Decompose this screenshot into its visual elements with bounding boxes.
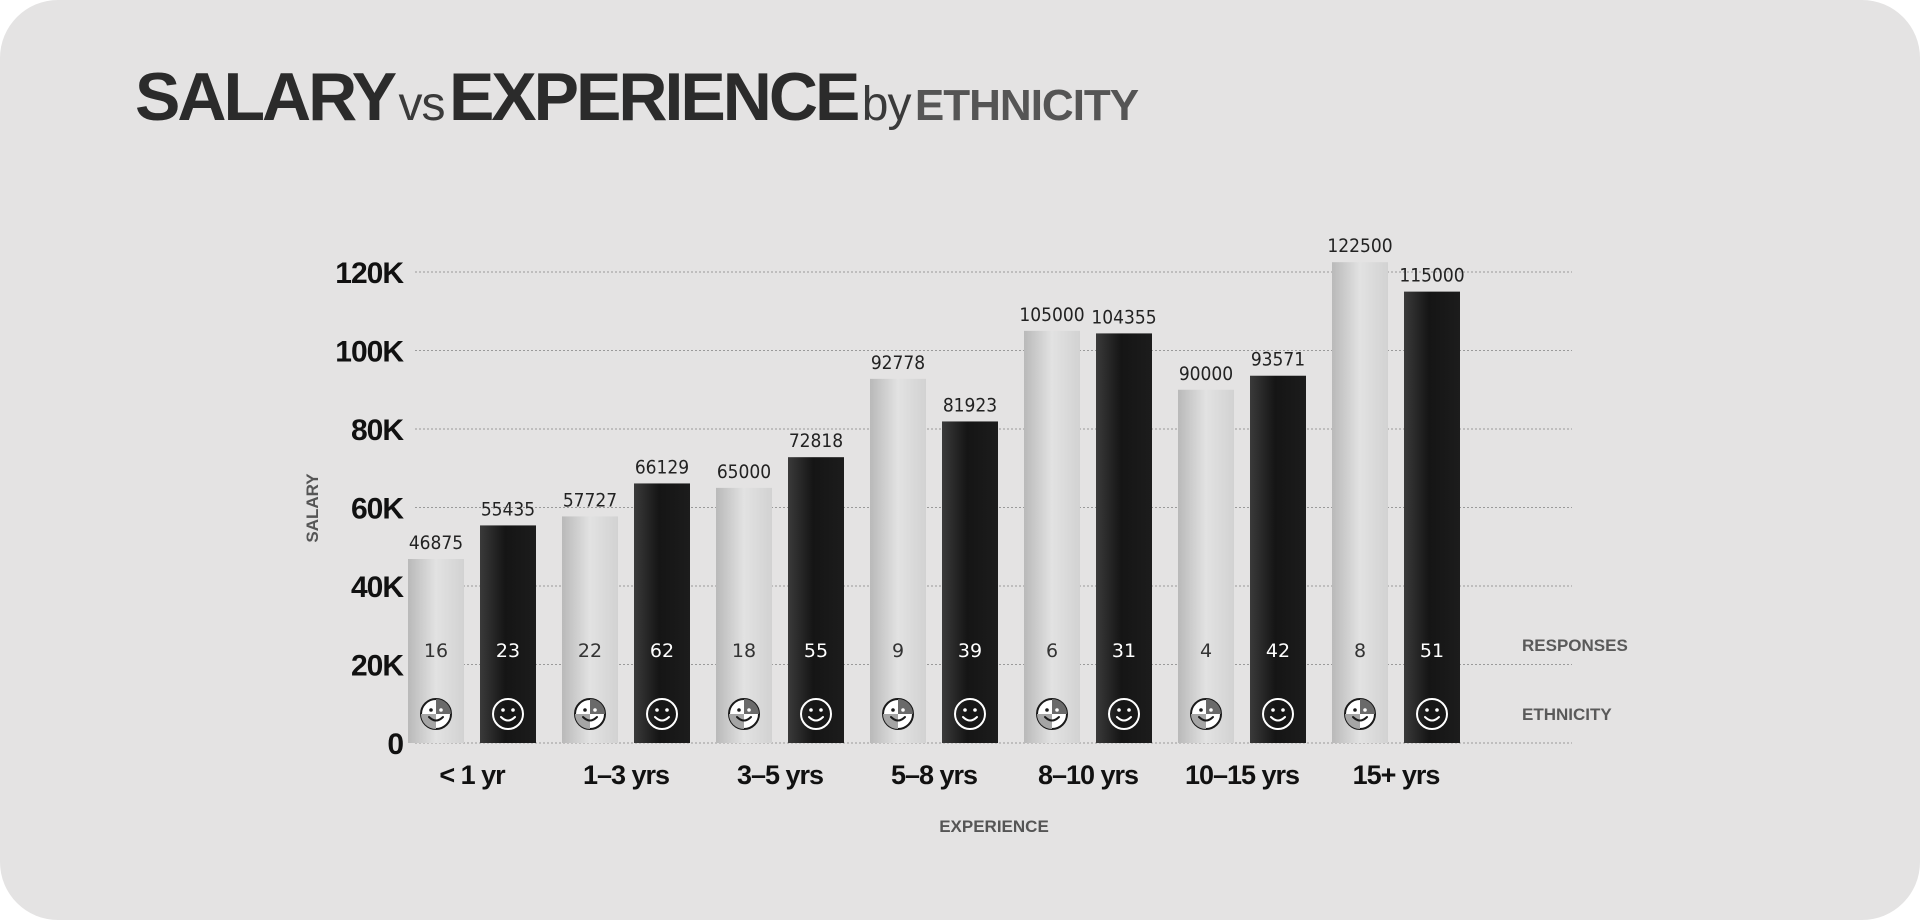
- bar-value-label: 81923: [943, 394, 997, 416]
- x-tick-label: 5–8 yrs: [891, 760, 977, 790]
- y-tick-label: 0: [387, 728, 403, 761]
- response-count-label: 4: [1200, 640, 1212, 662]
- y-tick-label: 40K: [351, 571, 404, 604]
- response-count-label: 55: [804, 640, 828, 662]
- half-shaded-smiley-face-icon: [1190, 698, 1222, 730]
- x-axis-ticks: < 1 yr 1–3 yrs 3–5 yrs 5–8 yrs 8–10 yrs 10–15…: [439, 760, 1440, 790]
- half-shaded-smiley-face-icon: [882, 698, 914, 730]
- smiley-face-icon: [800, 698, 832, 730]
- bar-value-label: 115000: [1399, 265, 1464, 287]
- bar-dark-series: [480, 525, 536, 743]
- bar-value-label: 104355: [1091, 306, 1156, 328]
- chart-title: SALARY vs EXPERIENCE by ETHNICITY: [135, 58, 1139, 136]
- response-count-label: 18: [732, 640, 756, 662]
- bar-value-label: 66129: [635, 456, 689, 478]
- bar-dark-series: [1404, 291, 1460, 743]
- x-tick-label: 3–5 yrs: [737, 760, 823, 790]
- response-count-label: 42: [1266, 640, 1290, 662]
- bar-value-label: 105000: [1019, 304, 1084, 326]
- half-shaded-smiley-face-icon: [728, 698, 760, 730]
- half-shaded-smiley-face-icon: [420, 698, 452, 730]
- response-count-label: 16: [424, 640, 448, 662]
- response-count-label: 6: [1046, 640, 1058, 662]
- response-count-label: 23: [496, 640, 520, 662]
- bar-light-series: [1178, 389, 1234, 743]
- x-axis-title: EXPERIENCE: [939, 817, 1049, 836]
- smiley-face-icon: [492, 698, 524, 730]
- bar-value-label: 55435: [481, 498, 535, 520]
- y-tick-label: 100K: [335, 336, 404, 369]
- response-count-label: 62: [650, 640, 674, 662]
- response-count-label: 51: [1420, 640, 1444, 662]
- response-count-label: 39: [958, 640, 982, 662]
- x-tick-label: 10–15 yrs: [1185, 760, 1299, 790]
- response-count-label: 22: [578, 640, 602, 662]
- bar-light-series: [1332, 262, 1388, 743]
- y-tick-label: 80K: [351, 414, 404, 447]
- bar-dark-series: [634, 483, 690, 743]
- x-tick-label: < 1 yr: [439, 760, 506, 790]
- half-shaded-smiley-face-icon: [1036, 698, 1068, 730]
- smiley-face-icon: [1108, 698, 1140, 730]
- bar-value-label: 46875: [409, 532, 463, 554]
- title-ethnicity: ETHNICITY: [914, 81, 1139, 130]
- bar-value-label: 65000: [717, 461, 771, 483]
- bar-dark-series: [788, 457, 844, 743]
- x-tick-label: 8–10 yrs: [1038, 760, 1138, 790]
- half-shaded-smiley-face-icon: [1344, 698, 1376, 730]
- smiley-face-icon: [646, 698, 678, 730]
- response-count-label: 8: [1354, 640, 1366, 662]
- smiley-face-icon: [1416, 698, 1448, 730]
- bar-labels: 46875 16 55435 23 57727 22 66129 62 65000 18 72818…: [409, 235, 1465, 730]
- y-tick-label: 20K: [351, 650, 404, 683]
- half-shaded-smiley-face-icon: [574, 698, 606, 730]
- title-experience: EXPERIENCE: [448, 59, 860, 135]
- bar-value-label: 72818: [789, 430, 843, 452]
- x-tick-label: 15+ yrs: [1353, 760, 1440, 790]
- bar-dark-series: [1250, 375, 1306, 743]
- bar-value-label: 122500: [1327, 235, 1392, 257]
- title-salary: SALARY: [135, 59, 397, 135]
- ethnicity-label: ETHNICITY: [1522, 705, 1612, 724]
- y-tick-label: 60K: [351, 493, 404, 526]
- title-vs: vs: [398, 78, 446, 131]
- bar-value-label: 57727: [563, 489, 617, 511]
- y-axis-title: SALARY: [303, 473, 322, 543]
- response-count-label: 9: [892, 640, 904, 662]
- x-tick-label: 1–3 yrs: [583, 760, 669, 790]
- y-tick-label: 120K: [335, 257, 404, 290]
- title-by: by: [861, 78, 912, 131]
- bar-dark-series: [942, 421, 998, 743]
- bar-value-label: 93571: [1251, 349, 1305, 371]
- smiley-face-icon: [1262, 698, 1294, 730]
- bar-dark-series: [1096, 333, 1152, 743]
- response-count-label: 31: [1112, 640, 1136, 662]
- y-axis-ticks: 0 20K 40K 60K 80K 100K 120K: [335, 257, 405, 761]
- bar-light-series: [1024, 330, 1080, 743]
- smiley-face-icon: [954, 698, 986, 730]
- responses-label: RESPONSES: [1522, 636, 1628, 655]
- bar-value-label: 92778: [871, 352, 925, 374]
- bar-value-label: 90000: [1179, 363, 1233, 385]
- bar-light-series: [870, 378, 926, 743]
